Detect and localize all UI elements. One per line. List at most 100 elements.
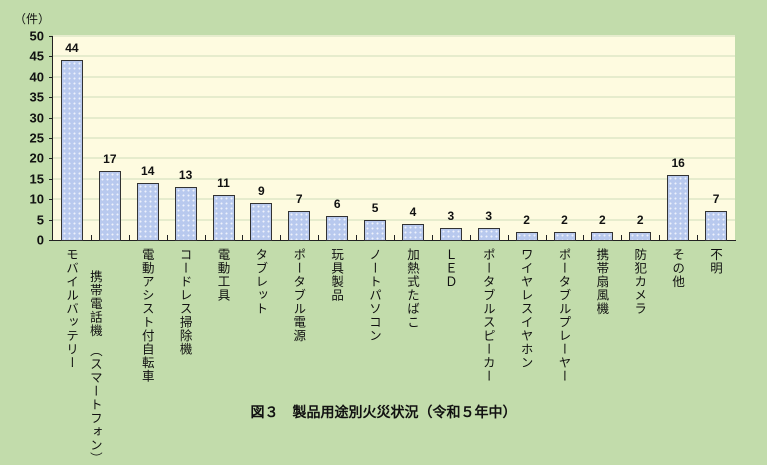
bar [60, 60, 83, 241]
y-tick-mark [49, 97, 53, 99]
bar-value-label: 4 [409, 204, 417, 219]
x-tick-mark [621, 235, 623, 240]
x-category-label: 電動アシスト付自転車 [139, 248, 155, 383]
y-tick-mark [49, 240, 53, 241]
bar [364, 219, 387, 241]
bar [629, 231, 652, 241]
bar-value-label: 7 [295, 192, 303, 207]
x-category-label: ノートパソコン [367, 248, 383, 343]
y-tick-label: 10 [29, 191, 44, 207]
bar-value-label: 6 [333, 196, 341, 211]
bar-value-label: 9 [258, 184, 265, 199]
bar [136, 182, 159, 241]
x-category-label: モバイルバッテリー [63, 248, 79, 370]
bar [515, 231, 538, 241]
x-category-label: ＬＥＤ [442, 248, 458, 289]
x-tick-mark [583, 235, 585, 240]
bar [553, 231, 576, 241]
x-category-label: ワイヤレスイヤホン [518, 248, 534, 370]
bar [250, 203, 273, 241]
y-tick-label: 40 [29, 69, 44, 85]
y-axis-unit-label: （件） [14, 12, 51, 26]
gridline [53, 137, 735, 139]
bar [98, 170, 121, 241]
bar-value-label: 3 [447, 208, 455, 223]
bar-value-label: 3 [485, 208, 493, 223]
gridline [53, 96, 735, 99]
bar [477, 227, 500, 241]
x-tick-mark [166, 235, 168, 240]
y-tick-label: 30 [29, 110, 44, 126]
y-tick-mark [49, 76, 53, 78]
y-tick-label: 45 [29, 48, 44, 64]
x-tick-mark [128, 235, 130, 240]
y-tick-label: 25 [29, 130, 44, 146]
x-tick-mark [394, 235, 395, 240]
gridline [53, 116, 735, 119]
gridline [53, 55, 735, 58]
x-tick-mark [507, 235, 509, 240]
x-category-label: コードレス掃除機 [177, 248, 193, 356]
bar-value-label: 11 [217, 176, 230, 191]
bar-value-label: 2 [561, 212, 568, 227]
gridline [53, 198, 735, 201]
chart-title: 図３ 製品用途別火災状況（令和５年中） [250, 405, 517, 421]
x-tick-mark [469, 235, 471, 240]
bar-value-label: 44 [65, 41, 79, 56]
x-category-label: 携帯扇風機 [594, 248, 610, 316]
y-tick-mark [49, 158, 53, 160]
x-tick-mark [318, 235, 320, 240]
gridline [53, 218, 735, 221]
y-tick-label: 15 [29, 171, 44, 187]
gridline [53, 35, 735, 37]
y-tick-mark [49, 56, 53, 58]
x-tick-mark [204, 235, 206, 240]
bar [326, 215, 349, 241]
x-tick-mark [242, 235, 244, 240]
y-tick-mark [49, 199, 53, 201]
x-category-label: 加熱式たばこ [404, 248, 420, 329]
bar-value-label: 16 [671, 155, 685, 170]
gridline [53, 75, 735, 78]
x-category-label: ポータブルプレーヤー [556, 248, 572, 383]
x-category-label: 携帯電話機（スマートフォン） [87, 270, 103, 465]
y-tick-mark [49, 219, 53, 221]
y-tick-mark [49, 138, 53, 139]
bar-value-label: 5 [371, 200, 379, 215]
y-tick-mark [49, 36, 53, 37]
y-tick-label: 0 [36, 232, 44, 248]
bar-value-label: 2 [523, 212, 530, 227]
x-axis-line [52, 240, 736, 241]
y-tick-label: 35 [29, 89, 44, 105]
bar [401, 223, 424, 241]
x-tick-mark [697, 235, 699, 240]
bar-value-label: 2 [599, 212, 606, 227]
x-tick-mark [545, 235, 547, 240]
y-tick-label: 50 [29, 28, 44, 44]
x-category-label: 電動工具 [215, 248, 231, 302]
bar [174, 186, 197, 241]
bar-value-label: 17 [103, 151, 117, 166]
x-category-label: 不明 [708, 248, 724, 275]
gridline [53, 157, 735, 160]
x-category-label: その他 [670, 248, 686, 289]
plot-area [53, 35, 735, 240]
x-tick-mark [90, 235, 92, 240]
x-tick-mark [280, 235, 282, 240]
bar [439, 227, 462, 241]
x-tick-mark [431, 235, 433, 240]
y-tick-mark [49, 178, 53, 180]
gridline [53, 177, 735, 180]
x-tick-mark [356, 235, 358, 240]
x-category-label: タブレット [253, 248, 269, 316]
bar-value-label: 14 [141, 163, 155, 178]
y-tick-label: 5 [36, 212, 44, 228]
bar-value-label: 2 [636, 212, 644, 227]
y-tick-label: 20 [29, 150, 44, 166]
bar [288, 211, 311, 241]
x-tick-mark [659, 235, 661, 240]
x-category-label: ポータブル電源 [291, 248, 307, 343]
bar-value-label: 7 [712, 192, 720, 207]
x-category-label: ポータブルスピーカー [480, 248, 496, 383]
x-category-label: 玩具製品 [329, 248, 345, 302]
